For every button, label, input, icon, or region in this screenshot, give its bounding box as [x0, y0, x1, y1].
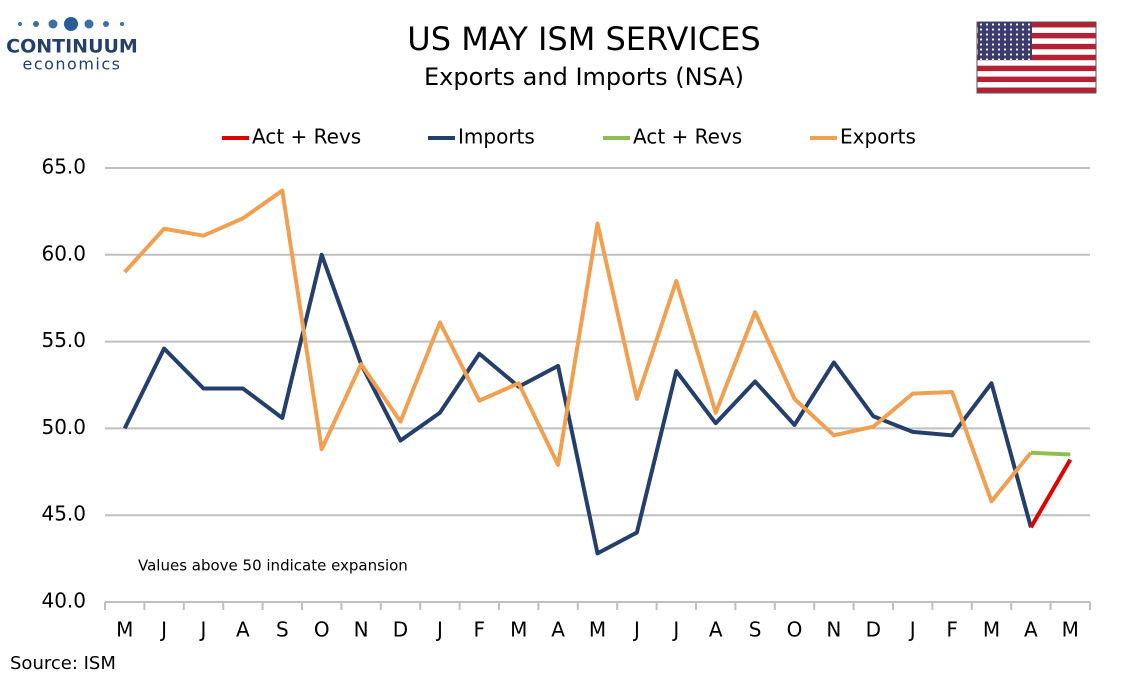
- logo: CONTINUUM economics: [6, 17, 138, 74]
- x-tick-label: S: [276, 618, 289, 642]
- x-tick-label: J: [159, 618, 167, 642]
- y-tick-label: 45.0: [41, 502, 86, 526]
- source: Source: ISM: [10, 653, 116, 674]
- chart-title: US MAY ISM SERVICES: [407, 20, 760, 58]
- series-line: [122, 252, 1033, 556]
- series-line: [1029, 458, 1073, 529]
- x-tick-label: M: [116, 618, 133, 642]
- x-tick-label: M: [1062, 618, 1079, 642]
- x-tick-label: J: [632, 618, 640, 642]
- series-line: [123, 188, 1033, 504]
- y-tick-label: 55.0: [41, 328, 86, 352]
- legend-label: Imports: [458, 125, 535, 149]
- x-tick-label: N: [354, 618, 369, 642]
- x-tick-label: S: [749, 618, 762, 642]
- legend-label: Exports: [840, 125, 916, 149]
- x-tick-label: O: [787, 618, 803, 642]
- x-tick-label: F: [946, 618, 958, 642]
- x-tick-label: J: [908, 618, 916, 642]
- x-tick-label: F: [474, 618, 486, 642]
- legend-label: Act + Revs: [252, 125, 361, 149]
- x-tick-label: A: [709, 618, 723, 642]
- x-tick-label: M: [983, 618, 1000, 642]
- x-tick-label: D: [393, 618, 408, 642]
- y-tick-label: 40.0: [41, 589, 86, 613]
- series-line: [1030, 450, 1071, 457]
- x-tick-label: M: [510, 618, 527, 642]
- x-tick-label: O: [314, 618, 330, 642]
- y-tick-label: 60.0: [41, 241, 86, 265]
- x-tick-label: N: [826, 618, 841, 642]
- flag: [976, 21, 1097, 94]
- chart-subtitle: Exports and Imports (NSA): [424, 63, 744, 91]
- x-tick-label: A: [551, 618, 565, 642]
- x-tick-label: A: [1024, 618, 1038, 642]
- x-tick-label: J: [199, 618, 207, 642]
- y-tick-label: 50.0: [41, 415, 86, 439]
- legend-label: Act + Revs: [633, 125, 742, 149]
- x-tick-label: J: [671, 618, 679, 642]
- x-tick-label: M: [589, 618, 606, 642]
- logo-name: CONTINUUM: [6, 36, 138, 58]
- x-tick-label: D: [866, 618, 881, 642]
- y-tick-label: 65.0: [41, 155, 86, 179]
- x-tick-label: J: [435, 618, 443, 642]
- x-tick-label: A: [236, 618, 250, 642]
- annotation: Values above 50 indicate expansion: [138, 557, 408, 575]
- logo-tagline: economics: [22, 55, 121, 74]
